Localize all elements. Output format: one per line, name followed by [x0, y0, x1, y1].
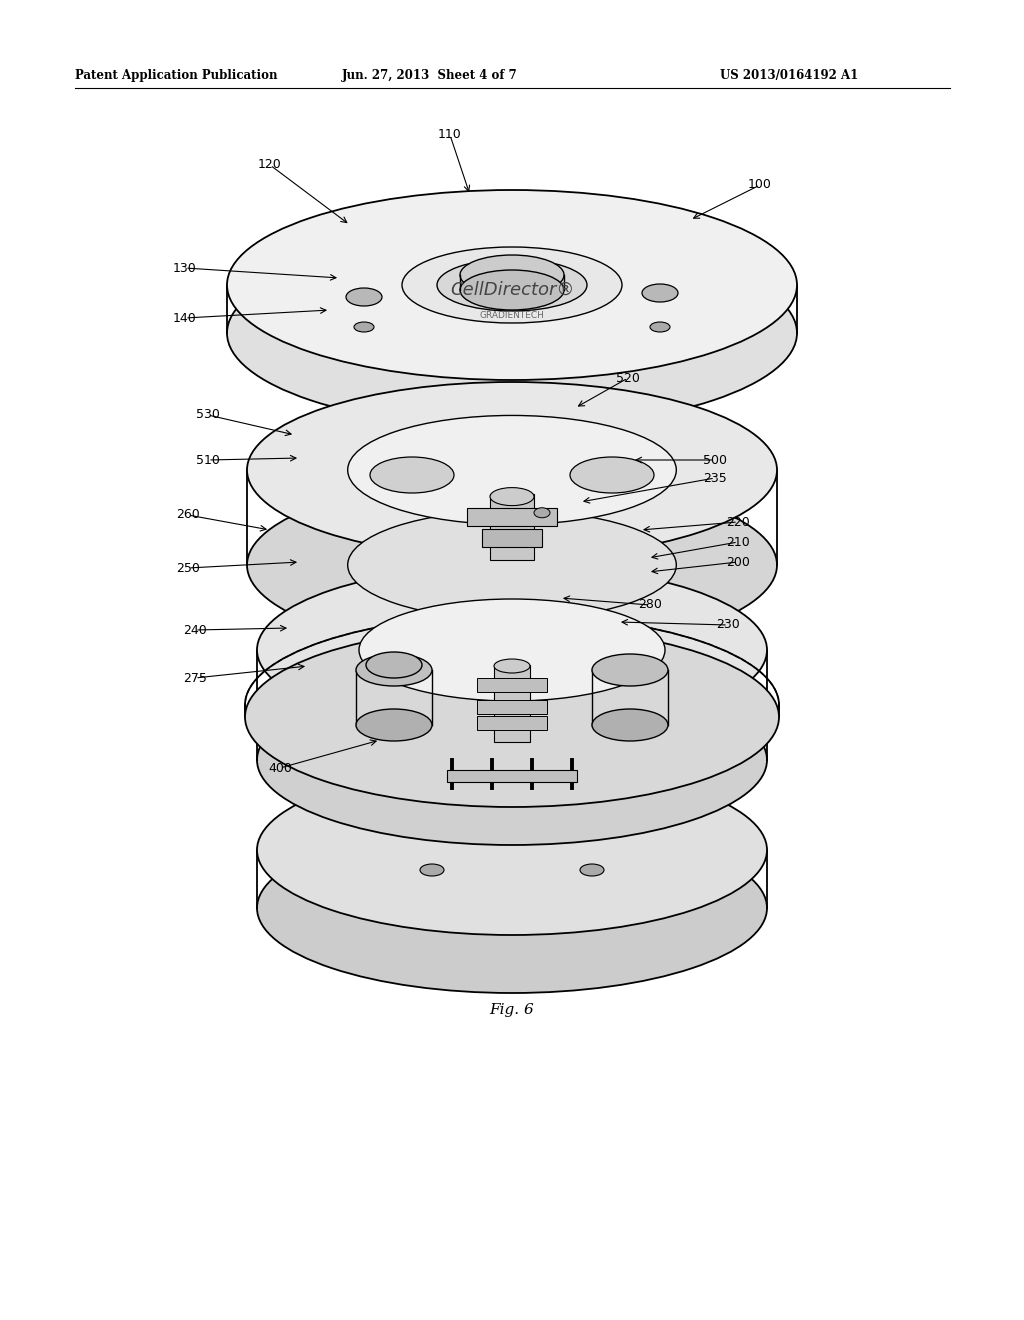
Bar	[490, 494, 534, 560]
Ellipse shape	[227, 190, 797, 380]
Ellipse shape	[490, 487, 534, 506]
Bar	[477, 700, 547, 714]
Bar	[467, 508, 557, 525]
Text: Fig. 6: Fig. 6	[489, 1003, 535, 1016]
Ellipse shape	[257, 675, 767, 845]
Ellipse shape	[580, 865, 604, 876]
Bar	[494, 665, 530, 742]
Ellipse shape	[348, 416, 676, 524]
Text: 240: 240	[183, 623, 207, 636]
Text: 520: 520	[616, 371, 640, 384]
Ellipse shape	[257, 766, 767, 935]
Text: 220: 220	[726, 516, 750, 528]
Ellipse shape	[257, 565, 767, 735]
Ellipse shape	[245, 627, 779, 807]
Text: GRADIENTECH: GRADIENTECH	[479, 310, 545, 319]
Ellipse shape	[354, 322, 374, 333]
Ellipse shape	[356, 653, 432, 686]
Text: 275: 275	[183, 672, 207, 685]
Text: Patent Application Publication: Patent Application Publication	[75, 69, 278, 82]
Text: 130: 130	[173, 261, 197, 275]
Text: Jun. 27, 2013  Sheet 4 of 7: Jun. 27, 2013 Sheet 4 of 7	[342, 69, 518, 82]
Ellipse shape	[570, 457, 654, 492]
Text: 500: 500	[703, 454, 727, 466]
Ellipse shape	[402, 247, 622, 323]
Text: 530: 530	[196, 408, 220, 421]
Text: 110: 110	[438, 128, 462, 141]
Text: 230: 230	[716, 619, 740, 631]
Text: 200: 200	[726, 556, 750, 569]
Bar	[477, 677, 547, 692]
Text: 120: 120	[258, 158, 282, 172]
Text: 280: 280	[638, 598, 662, 611]
Ellipse shape	[348, 511, 676, 619]
Ellipse shape	[366, 652, 422, 678]
Ellipse shape	[359, 599, 665, 701]
Text: 210: 210	[726, 536, 750, 549]
Ellipse shape	[370, 457, 454, 492]
Ellipse shape	[460, 255, 564, 294]
Text: CellDirector®: CellDirector®	[450, 281, 574, 300]
Ellipse shape	[247, 477, 777, 653]
Ellipse shape	[534, 508, 550, 517]
Bar	[447, 770, 577, 781]
Ellipse shape	[592, 653, 668, 686]
Ellipse shape	[227, 238, 797, 428]
Ellipse shape	[494, 659, 530, 673]
Ellipse shape	[460, 271, 564, 310]
Ellipse shape	[257, 822, 767, 993]
Text: 260: 260	[176, 508, 200, 521]
Text: 400: 400	[268, 762, 292, 775]
Text: 235: 235	[703, 471, 727, 484]
Ellipse shape	[247, 381, 777, 558]
Ellipse shape	[356, 709, 432, 741]
Bar	[482, 529, 542, 546]
Bar	[477, 715, 547, 730]
Ellipse shape	[437, 259, 587, 312]
Text: 250: 250	[176, 561, 200, 574]
Ellipse shape	[592, 709, 668, 741]
Ellipse shape	[346, 288, 382, 306]
Text: 100: 100	[749, 178, 772, 191]
Ellipse shape	[650, 322, 670, 333]
Ellipse shape	[420, 865, 444, 876]
Ellipse shape	[642, 284, 678, 302]
Text: 510: 510	[196, 454, 220, 466]
Text: US 2013/0164192 A1: US 2013/0164192 A1	[720, 69, 858, 82]
Text: 140: 140	[173, 312, 197, 325]
